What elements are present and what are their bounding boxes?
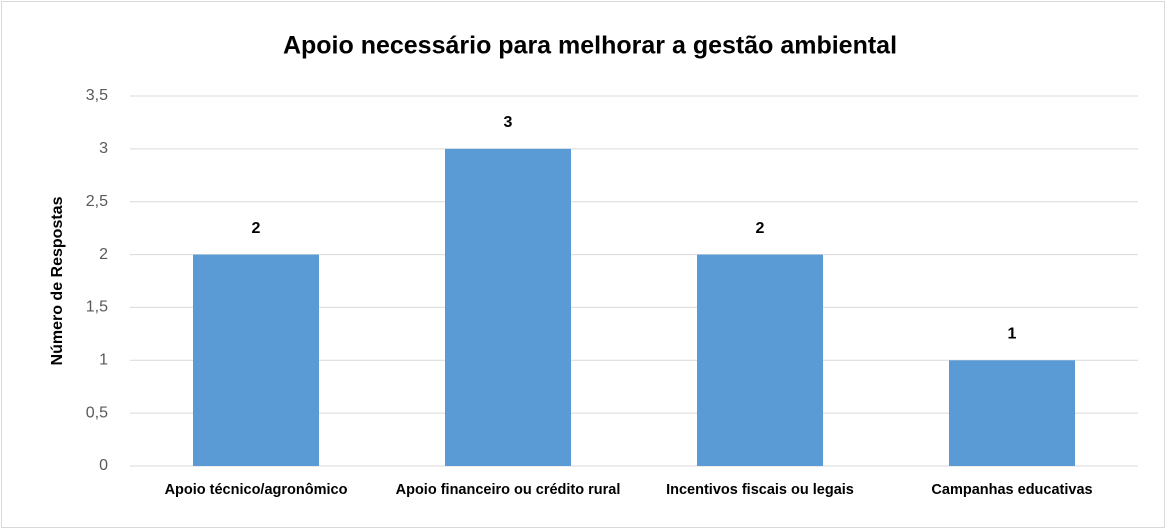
y-tick-label: 1,5 (86, 299, 108, 316)
x-tick-label: Apoio técnico/agronômico (164, 482, 348, 498)
bar (697, 254, 823, 466)
bar (193, 254, 319, 466)
x-tick-label: Incentivos fiscais ou legais (666, 482, 854, 498)
chart-title: Apoio necessário para melhorar a gestão … (283, 32, 897, 60)
y-tick-label: 2 (99, 246, 108, 263)
data-label: 1 (1008, 326, 1017, 343)
y-tick-label: 3 (99, 140, 108, 157)
y-tick-label: 1 (99, 352, 108, 369)
x-tick-label: Campanhas educativas (931, 482, 1093, 498)
bar (445, 148, 571, 466)
y-tick-label: 2,5 (86, 193, 108, 210)
x-tick-label: Apoio financeiro ou crédito rural (395, 482, 621, 498)
data-label: 3 (504, 114, 513, 131)
data-label: 2 (756, 220, 765, 237)
y-tick-label: 0,5 (86, 404, 108, 421)
y-axis-label: Número de Respostas (49, 196, 66, 365)
bar (949, 360, 1075, 466)
y-tick-label: 0 (99, 457, 108, 474)
y-tick-label: 3,5 (86, 87, 108, 104)
data-label: 2 (252, 220, 261, 237)
